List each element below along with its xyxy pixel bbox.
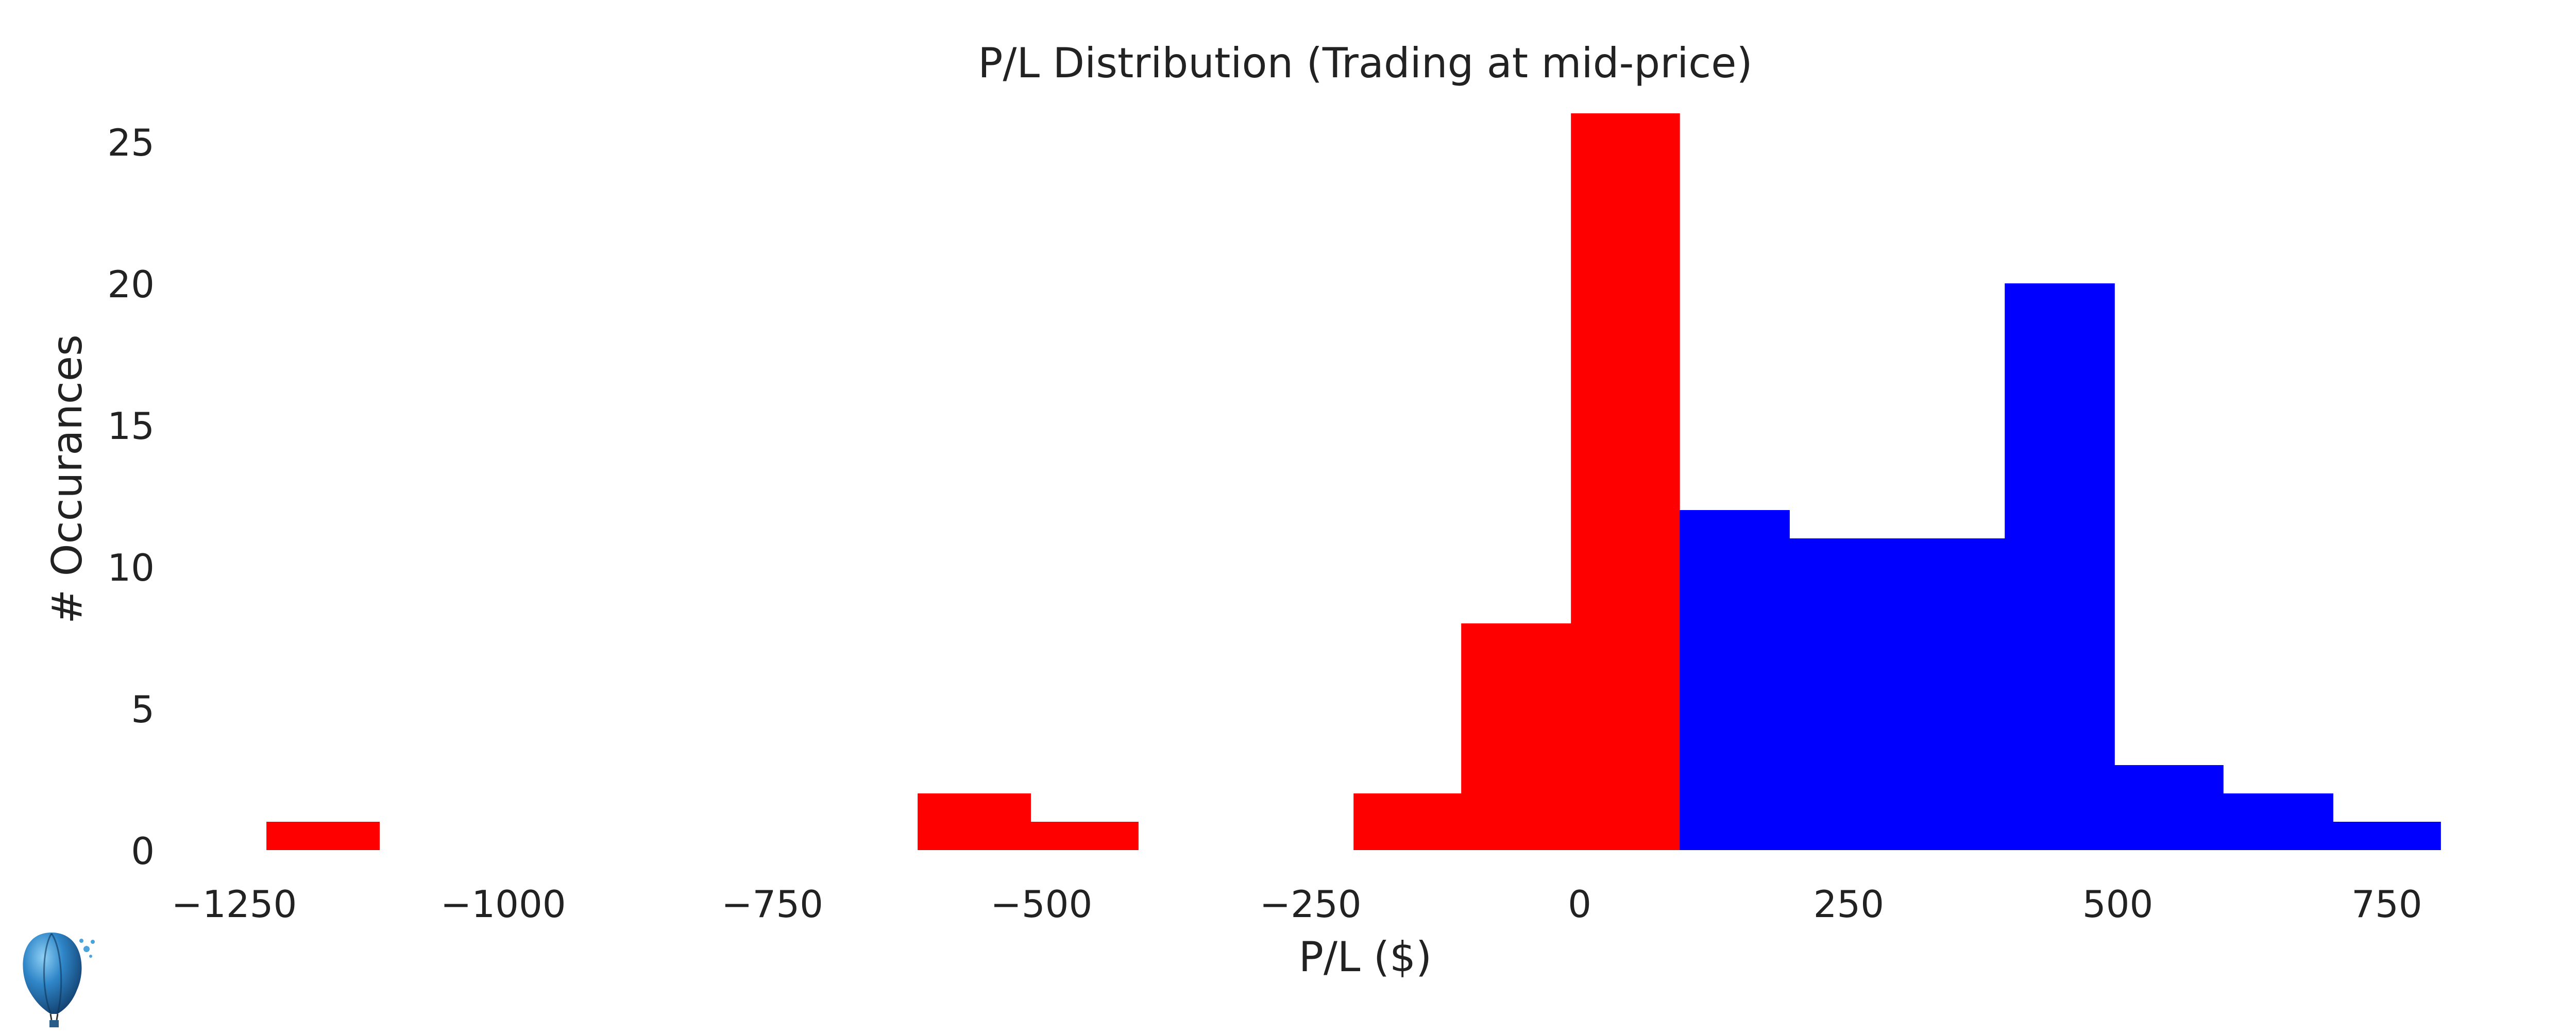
x-tick-label: 250: [1814, 883, 1884, 926]
histogram-bar: [1680, 510, 1790, 850]
histogram-bar: [918, 793, 1031, 850]
histogram-bar: [2223, 793, 2333, 850]
x-tick-label: −750: [721, 883, 823, 926]
x-tick-label: −250: [1260, 883, 1362, 926]
x-axis-ticks: −1250 −1000 −750 −500 −250 0 250 500 750: [172, 883, 2422, 926]
x-tick-label: 500: [2082, 883, 2153, 926]
balloon-logo: [23, 933, 95, 1027]
histogram-bar: [1030, 822, 1139, 850]
x-tick-label: −1000: [440, 883, 566, 926]
y-tick-label: 15: [107, 404, 155, 448]
x-tick-label: −500: [991, 883, 1093, 926]
histogram-bar: [1353, 793, 1462, 850]
y-tick-label: 5: [131, 688, 155, 731]
histogram-bar: [2005, 283, 2115, 850]
histogram-bar: [2333, 822, 2441, 850]
histogram-bar: [266, 822, 380, 850]
x-tick-label: 750: [2351, 883, 2422, 926]
y-tick-label: 25: [107, 121, 155, 164]
y-axis-label: # Occurances: [43, 334, 91, 624]
histogram-bar: [2114, 765, 2224, 850]
histogram-bar: [1571, 113, 1680, 850]
x-tick-label: −1250: [172, 883, 297, 926]
x-tick-label: 0: [1568, 883, 1591, 926]
y-tick-label: 0: [131, 829, 155, 873]
histogram-bar: [1461, 623, 1571, 850]
x-axis-label: P/L ($): [1299, 933, 1432, 981]
bars-layer: [266, 113, 2441, 850]
histogram-bar: [1897, 538, 2005, 850]
chart-title: P/L Distribution (Trading at mid-price): [978, 39, 1752, 87]
y-tick-label: 20: [107, 263, 155, 306]
y-tick-label: 10: [107, 546, 155, 589]
histogram-bar: [1789, 538, 1897, 850]
y-axis-ticks: 0 5 10 15 20 25: [107, 121, 155, 873]
